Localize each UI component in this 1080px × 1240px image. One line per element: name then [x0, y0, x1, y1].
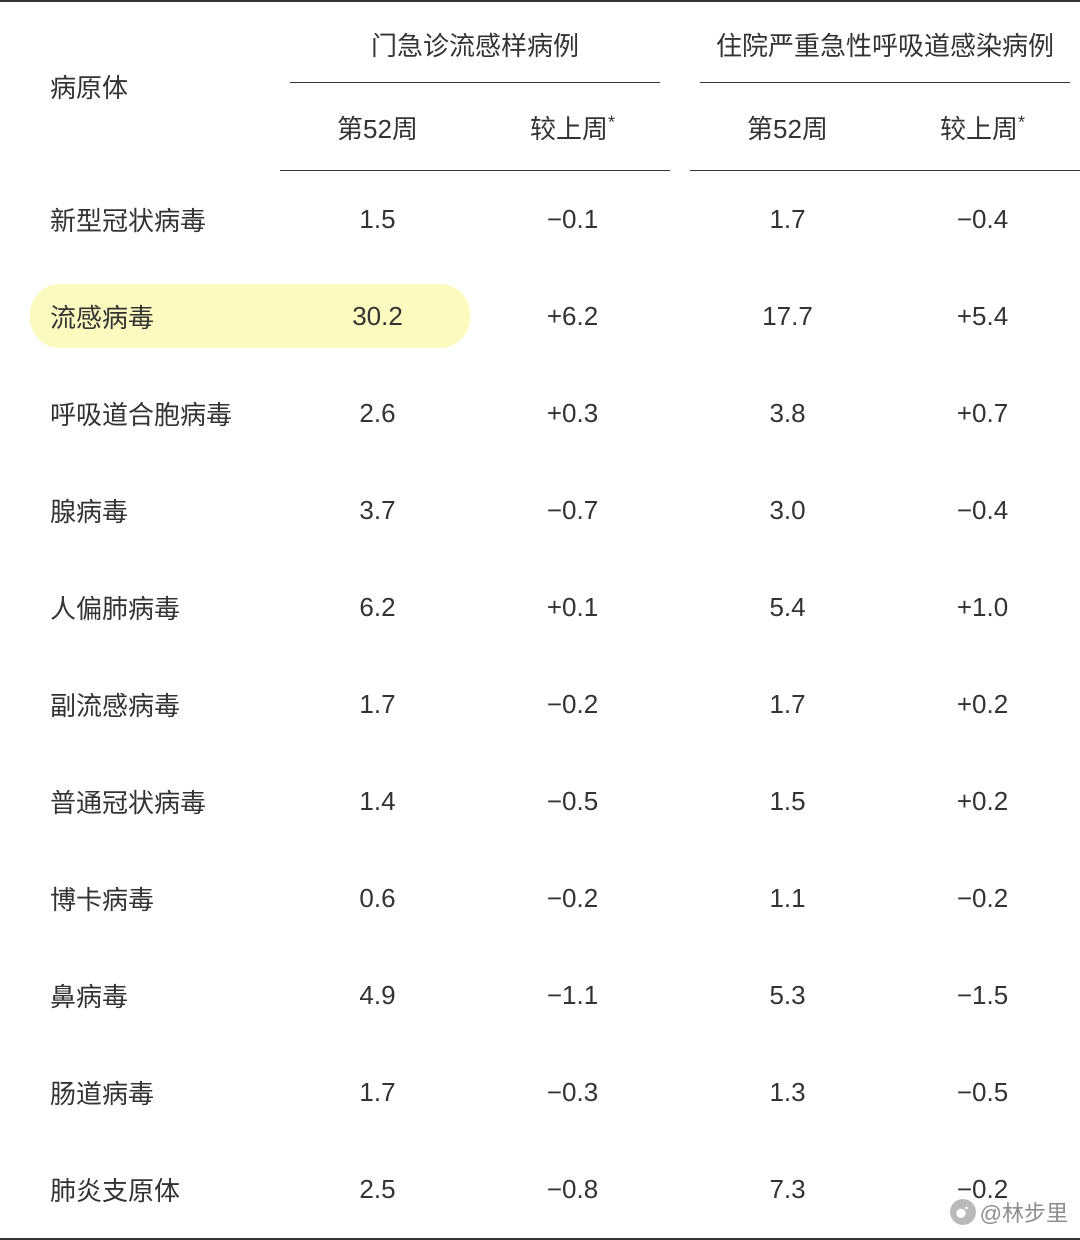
g1-change-value: −1.1	[475, 947, 670, 1044]
row-spacer	[670, 559, 690, 656]
header-change-text: 较上周	[940, 114, 1018, 144]
header-asterisk: *	[1018, 112, 1025, 132]
pathogen-name: 鼻病毒	[0, 947, 280, 1044]
g2-week-value: 5.4	[690, 559, 885, 656]
table-row: 副流感病毒1.7−0.21.7+0.2	[0, 656, 1080, 753]
g1-week-value: 1.7	[280, 656, 475, 753]
g1-change-value: +0.1	[475, 559, 670, 656]
g2-week-value: 5.3	[690, 947, 885, 1044]
row-spacer	[670, 1044, 690, 1141]
g1-week-value: 1.5	[280, 171, 475, 268]
g1-week-value: 30.2	[280, 268, 475, 365]
header-pathogen: 病原体	[0, 1, 280, 171]
pathogen-name: 肺炎支原体	[0, 1141, 280, 1239]
pathogen-name: 肠道病毒	[0, 1044, 280, 1141]
weibo-icon	[950, 1199, 976, 1225]
pathogen-name: 博卡病毒	[0, 850, 280, 947]
g2-change-value: −0.4	[885, 462, 1080, 559]
table-row: 博卡病毒0.6−0.21.1−0.2	[0, 850, 1080, 947]
g1-change-value: −0.2	[475, 656, 670, 753]
table-row: 肺炎支原体2.5−0.87.3−0.2	[0, 1141, 1080, 1239]
table-row: 新型冠状病毒1.5−0.11.7−0.4	[0, 171, 1080, 268]
header-spacer	[670, 1, 690, 171]
g2-change-value: +0.2	[885, 656, 1080, 753]
header-asterisk: *	[608, 112, 615, 132]
g2-change-value: +0.2	[885, 753, 1080, 850]
g2-change-value: +5.4	[885, 268, 1080, 365]
g2-week-value: 7.3	[690, 1141, 885, 1239]
g2-change-value: +1.0	[885, 559, 1080, 656]
pathogen-name: 流感病毒	[0, 268, 280, 365]
g1-week-value: 4.9	[280, 947, 475, 1044]
pathogen-name: 普通冠状病毒	[0, 753, 280, 850]
g1-change-value: −0.5	[475, 753, 670, 850]
header-g2-change: 较上周*	[885, 83, 1080, 171]
table-row: 流感病毒30.2+6.217.7+5.4	[0, 268, 1080, 365]
g2-change-value: −0.4	[885, 171, 1080, 268]
pathogen-table: 病原体 门急诊流感样病例 住院严重急性呼吸道感染病例 第52周 较上周* 第52…	[0, 0, 1080, 1240]
g2-week-value: 1.5	[690, 753, 885, 850]
header-g1-week: 第52周	[280, 83, 475, 171]
pathogen-name: 呼吸道合胞病毒	[0, 365, 280, 462]
g1-change-value: +0.3	[475, 365, 670, 462]
table-row: 鼻病毒4.9−1.15.3−1.5	[0, 947, 1080, 1044]
g1-change-value: −0.8	[475, 1141, 670, 1239]
pathogen-name: 副流感病毒	[0, 656, 280, 753]
table-row: 呼吸道合胞病毒2.6+0.33.8+0.7	[0, 365, 1080, 462]
g1-change-value: −0.7	[475, 462, 670, 559]
g1-week-value: 6.2	[280, 559, 475, 656]
watermark-text: @林步里	[980, 1196, 1068, 1228]
g2-week-value: 17.7	[690, 268, 885, 365]
watermark: @林步里	[950, 1196, 1068, 1228]
row-spacer	[670, 656, 690, 753]
pathogen-table-container: 病原体 门急诊流感样病例 住院严重急性呼吸道感染病例 第52周 较上周* 第52…	[0, 0, 1080, 1240]
g2-change-value: −1.5	[885, 947, 1080, 1044]
g2-change-value: +0.7	[885, 365, 1080, 462]
g1-change-value: −0.1	[475, 171, 670, 268]
g1-week-value: 2.5	[280, 1141, 475, 1239]
header-g2-week: 第52周	[690, 83, 885, 171]
g2-change-value: −0.2	[885, 850, 1080, 947]
g1-change-value: −0.2	[475, 850, 670, 947]
g2-week-value: 3.8	[690, 365, 885, 462]
g1-week-value: 0.6	[280, 850, 475, 947]
row-spacer	[670, 171, 690, 268]
row-spacer	[670, 365, 690, 462]
table-row: 普通冠状病毒1.4−0.51.5+0.2	[0, 753, 1080, 850]
g2-week-value: 1.7	[690, 171, 885, 268]
row-spacer	[670, 753, 690, 850]
pathogen-name: 新型冠状病毒	[0, 171, 280, 268]
g1-change-value: +6.2	[475, 268, 670, 365]
header-group2: 住院严重急性呼吸道感染病例	[690, 1, 1080, 83]
row-spacer	[670, 850, 690, 947]
g2-week-value: 1.3	[690, 1044, 885, 1141]
g1-week-value: 2.6	[280, 365, 475, 462]
g1-week-value: 1.4	[280, 753, 475, 850]
header-change-text: 较上周	[530, 114, 608, 144]
table-row: 腺病毒3.7−0.73.0−0.4	[0, 462, 1080, 559]
g2-change-value: −0.5	[885, 1044, 1080, 1141]
g1-week-value: 1.7	[280, 1044, 475, 1141]
table-row: 肠道病毒1.7−0.31.3−0.5	[0, 1044, 1080, 1141]
table-body: 新型冠状病毒1.5−0.11.7−0.4流感病毒30.2+6.217.7+5.4…	[0, 171, 1080, 1239]
g2-week-value: 3.0	[690, 462, 885, 559]
g2-week-value: 1.1	[690, 850, 885, 947]
row-spacer	[670, 947, 690, 1044]
row-spacer	[670, 1141, 690, 1239]
header-g1-change: 较上周*	[475, 83, 670, 171]
table-row: 人偏肺病毒6.2+0.15.4+1.0	[0, 559, 1080, 656]
g1-week-value: 3.7	[280, 462, 475, 559]
row-spacer	[670, 268, 690, 365]
header-group1: 门急诊流感样病例	[280, 1, 670, 83]
g1-change-value: −0.3	[475, 1044, 670, 1141]
pathogen-name: 人偏肺病毒	[0, 559, 280, 656]
g2-week-value: 1.7	[690, 656, 885, 753]
row-spacer	[670, 462, 690, 559]
pathogen-name: 腺病毒	[0, 462, 280, 559]
